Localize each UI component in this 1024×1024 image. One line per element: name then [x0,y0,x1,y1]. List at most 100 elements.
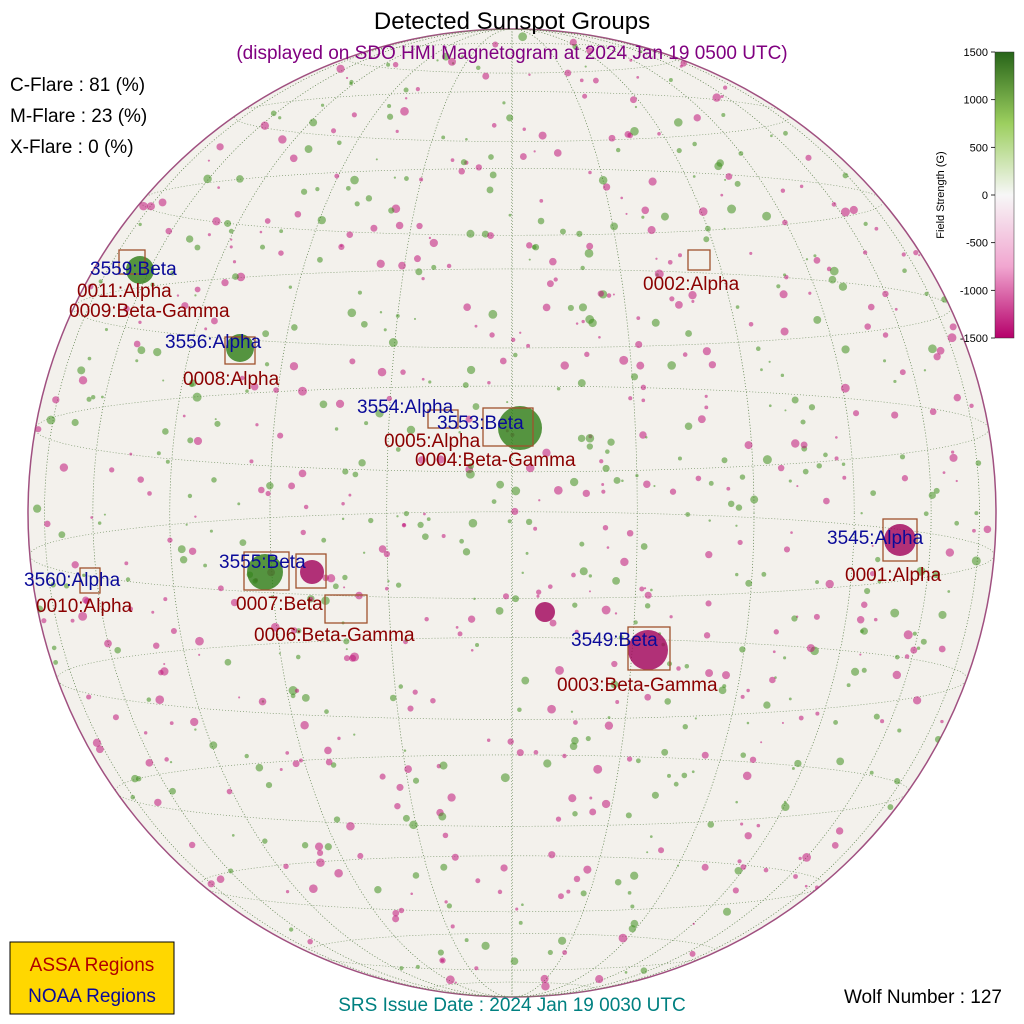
field-speck [194,728,197,731]
field-speck [154,798,162,807]
field-speck [262,838,268,844]
field-speck [76,309,79,313]
field-speck [123,305,130,313]
field-speck [90,395,96,400]
field-speck [655,257,658,260]
field-speck [309,884,318,893]
field-speck [300,188,308,195]
field-speck [301,842,309,849]
field-speck [676,864,679,867]
field-speck [404,176,409,181]
field-speck [861,667,867,673]
field-speck [187,437,194,444]
field-speck [588,590,591,593]
latitude-line [56,637,968,720]
field-speck [566,889,571,894]
field-speck [613,476,621,484]
field-speck [309,118,318,127]
field-speck [207,159,210,162]
field-speck [170,270,175,276]
field-speck [362,551,366,554]
field-speck [562,950,568,955]
field-speck [278,652,281,655]
field-speck [135,775,142,782]
field-speck [735,305,740,309]
field-speck [579,541,585,547]
field-speck [636,75,640,79]
field-speck [708,519,711,522]
field-speck [214,418,217,421]
field-speck [508,213,512,217]
field-speck [403,87,409,93]
noaa-label: 3545:Alpha [827,528,924,549]
field-speck [725,173,733,180]
field-speck [317,256,323,263]
field-speck [405,639,408,642]
field-speck [289,362,299,371]
field-speck [645,436,648,439]
field-speck [916,566,926,576]
field-speck [83,597,91,605]
field-speck [278,250,284,256]
field-speck [342,468,349,475]
field-speck [298,758,303,763]
field-speck [800,441,808,449]
field-speck [575,322,579,325]
field-speck [533,750,539,755]
field-speck [735,524,738,527]
field-speck [474,966,479,971]
field-speck [718,686,727,695]
field-speck [737,859,742,864]
field-speck [164,757,169,762]
field-speck [598,175,608,185]
field-speck [512,595,520,603]
field-speck [392,909,400,917]
field-speck [735,504,743,511]
field-speck [50,582,56,588]
field-speck [745,579,753,587]
field-speck [526,242,533,249]
field-speck [401,522,407,528]
noaa-label: 3549:Beta [571,630,658,651]
field-speck [849,205,858,215]
field-speck [669,296,675,302]
field-speck [158,198,167,207]
field-speck [916,646,921,650]
field-speck [589,796,593,800]
field-speck [840,207,850,217]
field-speck [33,504,42,513]
field-speck [684,422,693,430]
field-speck [620,196,624,200]
field-speck [265,490,271,497]
field-speck [207,233,211,237]
field-speck [608,134,616,142]
field-speck [553,149,562,157]
field-speck [341,501,345,506]
field-speck [894,307,898,311]
field-speck [349,79,354,84]
field-speck [612,293,615,296]
colorbar-tick-label: 0 [982,190,988,202]
field-speck [882,332,889,338]
field-speck [635,758,641,764]
field-speck [684,663,690,669]
field-speck [536,594,540,598]
field-speck [346,821,355,831]
field-speck [450,924,455,929]
field-speck [376,259,385,268]
field-speck [288,482,296,490]
field-speck [476,65,481,71]
field-speck [882,290,889,298]
field-speck [517,707,522,713]
field-speck [304,145,313,153]
field-speck [291,627,298,634]
field-speck [546,280,554,288]
field-speck [629,58,633,62]
field-speck [660,212,669,221]
field-speck [78,611,88,621]
field-speck [735,572,739,577]
field-speck [232,273,239,280]
field-speck [630,96,637,104]
field-speck [748,321,754,327]
region-box [882,518,918,562]
